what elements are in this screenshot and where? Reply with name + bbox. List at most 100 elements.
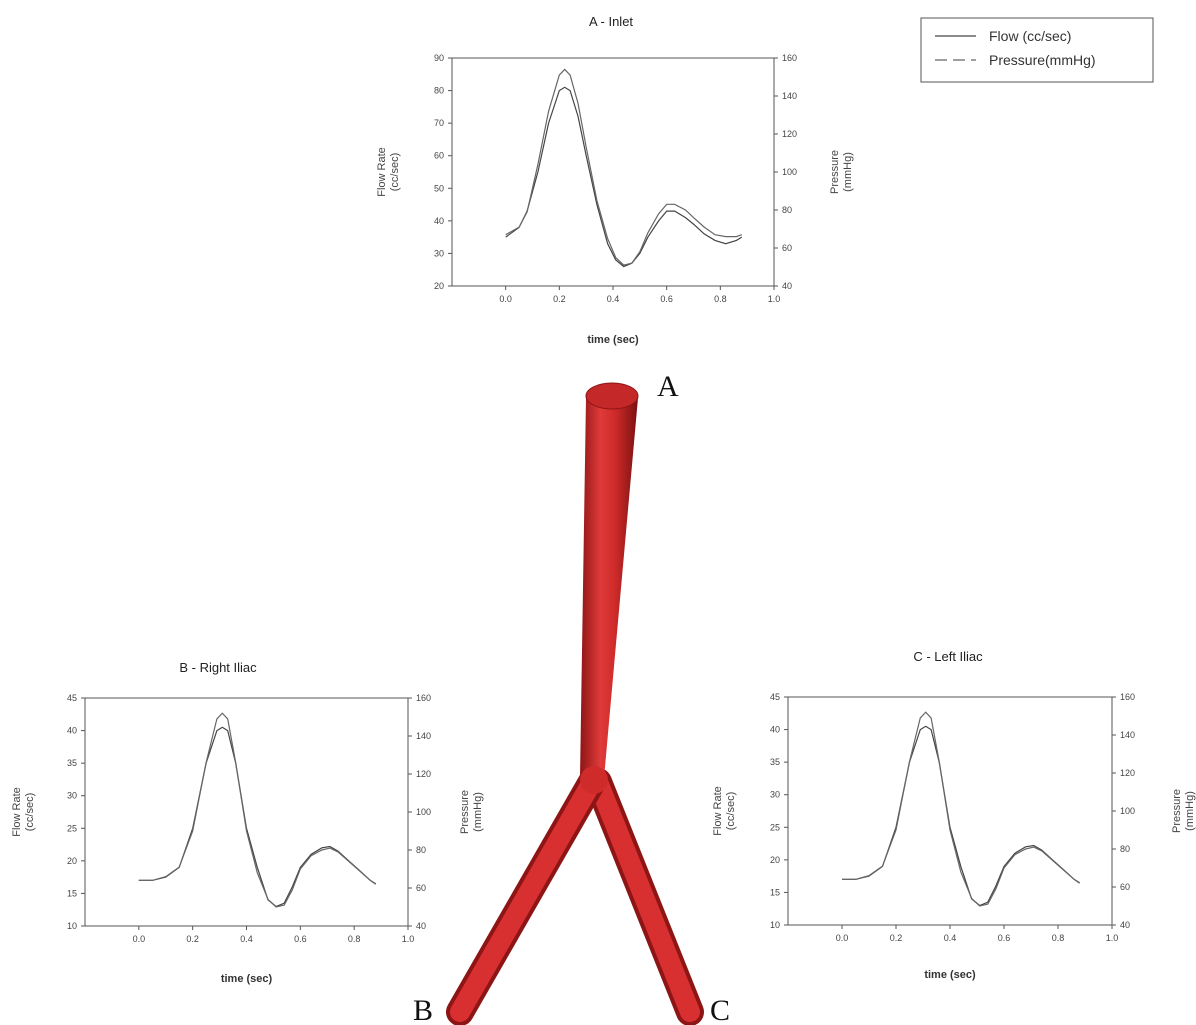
right-iliac-y2-tick-label: 40 <box>416 921 426 931</box>
left-iliac-y-axis-label: Flow Rate (cc/sec) <box>712 786 737 836</box>
right-iliac-y2-axis-label-line2: (mmHg) <box>472 792 484 832</box>
inlet-pressure-line <box>505 68 742 266</box>
right-iliac-y-tick-label: 40 <box>67 726 77 736</box>
left-iliac-y-tick-label: 35 <box>770 757 780 767</box>
right-iliac-y2-tick-label: 160 <box>416 693 431 703</box>
left-iliac-flow-line <box>842 725 1080 907</box>
right-iliac-y-axis-label: Flow Rate (cc/sec) <box>11 787 36 837</box>
left-iliac-x-tick-label: 0.0 <box>836 933 849 943</box>
left-iliac-y2-tick-label: 120 <box>1120 768 1135 778</box>
inlet-x-tick-label: 0.8 <box>714 294 727 304</box>
marker-c: C <box>710 994 730 1025</box>
right-iliac-x-tick-label: 0.4 <box>240 934 253 944</box>
left-iliac-y-axis-label-line2: (cc/sec) <box>725 792 737 831</box>
right-iliac-x-tick-label: 0.8 <box>348 934 361 944</box>
chart-panel-inlet: A - Inlet 0.0 0.2 0.4 0.6 0.8 1.0 20 30 40 50 60 70 8… <box>376 14 854 346</box>
inlet-y-tick-label: 70 <box>434 118 444 128</box>
right-iliac-y-tick-label: 20 <box>67 856 77 866</box>
inlet-y-tick-label: 40 <box>434 216 444 226</box>
right-iliac-y2-axis-label-line1: Pressure <box>459 790 471 834</box>
right-iliac-y-tick-label: 10 <box>67 921 77 931</box>
left-iliac-y-tick-label: 15 <box>770 887 780 897</box>
right-iliac-y2-axis-label: Pressure (mmHg) <box>459 790 484 834</box>
inlet-x-tick-label: 0.6 <box>660 294 673 304</box>
inlet-y2-tick-label: 100 <box>782 167 797 177</box>
left-iliac-y2-axis-label: Pressure (mmHg) <box>1171 789 1196 833</box>
right-iliac-y-tick-label: 45 <box>67 693 77 703</box>
right-iliac-x-tick-label: 0.0 <box>133 934 146 944</box>
left-iliac-plot-frame <box>787 696 1113 926</box>
inlet-y2-tick-label: 40 <box>782 281 792 291</box>
left-iliac-x-tick-label: 0.6 <box>998 933 1011 943</box>
inlet-y-axis-label-line2: (cc/sec) <box>389 153 401 192</box>
left-iliac-chart-title: C - Left Iliac <box>913 649 983 664</box>
inlet-y2-tick-label: 120 <box>782 129 797 139</box>
left-iliac-x-axis-label: time (sec) <box>924 969 976 981</box>
left-iliac-branch-highlight <box>588 772 700 1022</box>
left-iliac-y2-tick-label: 60 <box>1120 882 1130 892</box>
inlet-y2-tick-label: 60 <box>782 243 792 253</box>
left-iliac-pressure-line <box>842 711 1080 907</box>
right-iliac-y2-tick-label: 80 <box>416 845 426 855</box>
right-iliac-y-axis-label-line1: Flow Rate <box>11 787 23 837</box>
left-iliac-y-tick-label: 20 <box>770 855 780 865</box>
chart-panel-right-iliac: B - Right Iliac 0.0 0.2 0.4 0.6 0.8 1.0 10 15 20 2… <box>11 660 484 985</box>
inlet-y-tick-label: 50 <box>434 183 444 193</box>
left-iliac-y-tick-label: 30 <box>770 790 780 800</box>
right-iliac-y2-tick-label: 60 <box>416 883 426 893</box>
left-iliac-x-tick-label: 0.4 <box>944 933 957 943</box>
inlet-y2-axis-label: Pressure (mmHg) <box>829 150 854 194</box>
left-iliac-y2-tick-label: 100 <box>1120 806 1135 816</box>
left-iliac-x-tick-label: 1.0 <box>1106 933 1119 943</box>
inlet-y-tick-label: 80 <box>434 86 444 96</box>
left-iliac-y2-axis-label-line2: (mmHg) <box>1184 791 1196 831</box>
marker-b: B <box>413 994 433 1025</box>
left-iliac-y2-tick-label: 140 <box>1120 730 1135 740</box>
right-iliac-y-tick-label: 25 <box>67 823 77 833</box>
legend-flow-label: Flow (cc/sec) <box>989 28 1071 44</box>
right-iliac-y-tick-label: 30 <box>67 791 77 801</box>
right-iliac-y2-tick-label: 100 <box>416 807 431 817</box>
right-iliac-y-axis-label-line2: (cc/sec) <box>24 793 36 832</box>
inlet-chart-title: A - Inlet <box>589 14 633 29</box>
right-iliac-plot-frame <box>84 697 409 927</box>
left-iliac-y2-tick-label: 160 <box>1120 692 1135 702</box>
bifurcation-joint <box>580 766 608 794</box>
right-iliac-x-tick-label: 1.0 <box>402 934 415 944</box>
left-iliac-y2-tick-label: 40 <box>1120 920 1130 930</box>
right-iliac-flow-line <box>138 726 377 908</box>
inlet-y2-axis-label-line1: Pressure <box>829 150 841 194</box>
left-iliac-y2-axis-label-line1: Pressure <box>1171 789 1183 833</box>
left-iliac-x-tick-label: 0.2 <box>890 933 903 943</box>
right-iliac-y-tick-label: 35 <box>67 758 77 768</box>
legend-box <box>920 17 1154 83</box>
right-iliac-chart-title: B - Right Iliac <box>179 660 257 675</box>
inlet-y-axis-label-line1: Flow Rate <box>376 147 388 197</box>
legend: Flow (cc/sec) Pressure(mmHg) <box>920 17 1154 83</box>
inlet-y2-tick-label: 160 <box>782 53 797 63</box>
legend-pressure-label: Pressure(mmHg) <box>989 52 1096 68</box>
inlet-y-tick-label: 30 <box>434 248 444 258</box>
inlet-flow-line <box>505 86 743 268</box>
left-iliac-y-tick-label: 45 <box>770 692 780 702</box>
inlet-x-tick-label: 0.2 <box>553 294 566 304</box>
marker-a: A <box>657 370 679 403</box>
inlet-x-tick-label: 0.0 <box>499 294 512 304</box>
aorta-inlet-cap <box>585 382 639 410</box>
aorta-trunk <box>580 398 638 778</box>
inlet-y-tick-label: 60 <box>434 151 444 161</box>
inlet-y-axis-label: Flow Rate (cc/sec) <box>376 147 401 197</box>
right-iliac-x-tick-label: 0.6 <box>294 934 307 944</box>
right-iliac-x-tick-label: 0.2 <box>186 934 199 944</box>
inlet-y-tick-label: 20 <box>434 281 444 291</box>
left-iliac-x-tick-label: 0.8 <box>1052 933 1065 943</box>
right-iliac-y2-tick-label: 120 <box>416 769 431 779</box>
inlet-y-tick-label: 90 <box>434 53 444 63</box>
aortic-bifurcation-model <box>446 382 704 1025</box>
left-iliac-y-axis-label-line1: Flow Rate <box>712 786 724 836</box>
inlet-x-tick-label: 0.4 <box>607 294 620 304</box>
right-iliac-x-axis-label: time (sec) <box>221 973 273 985</box>
chart-panel-left-iliac: C - Left Iliac 0.0 0.2 0.4 0.6 0.8 1.0 10 15 20 25… <box>712 649 1196 981</box>
inlet-y2-tick-label: 80 <box>782 205 792 215</box>
inlet-x-tick-label: 1.0 <box>768 294 781 304</box>
